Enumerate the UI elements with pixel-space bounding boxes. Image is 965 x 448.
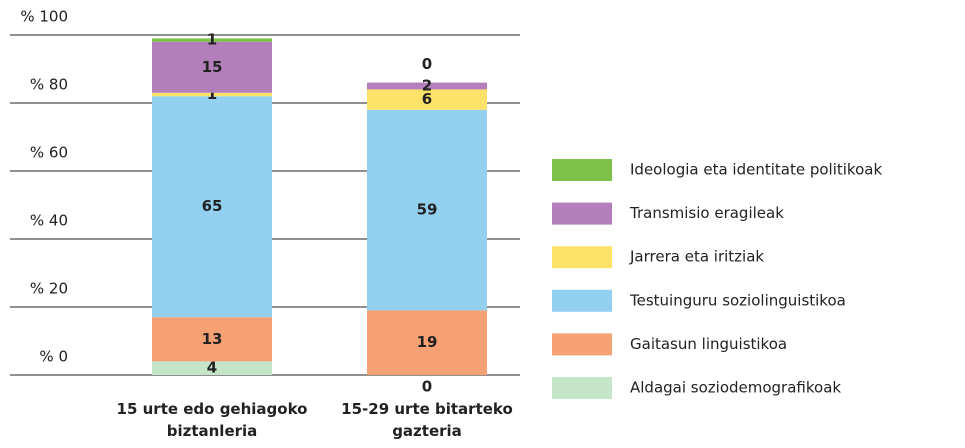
bar-segment	[152, 361, 272, 375]
bar-segment	[152, 96, 272, 318]
data-label: 2	[422, 77, 432, 95]
legend-swatch	[552, 159, 612, 181]
data-label: 1	[207, 31, 217, 49]
legend-label: Transmisio eragileak	[629, 204, 784, 222]
data-label: 1	[207, 85, 217, 103]
y-tick-label: % 80	[30, 76, 68, 94]
legend-label: Jarrera eta iritziak	[629, 248, 764, 266]
bar-segment	[367, 89, 487, 110]
legend-label: Gaitasun linguistikoa	[630, 335, 787, 353]
data-label: 0	[422, 378, 432, 396]
data-label: 6	[422, 90, 432, 108]
legend-swatch	[552, 202, 612, 225]
data-label: 4	[207, 359, 217, 377]
bar-segment	[367, 82, 487, 90]
legend-swatch	[552, 289, 612, 312]
y-tick-label: % 20	[30, 280, 68, 298]
bar-segment	[152, 38, 272, 42]
data-label: 0	[422, 55, 432, 73]
x-tick-label: 15 urte edo gehiagoko biztanleria	[116, 400, 308, 440]
data-label: 15	[202, 58, 223, 76]
bar-segment	[152, 317, 272, 362]
bar-segment	[367, 109, 487, 311]
legend-swatch	[552, 246, 612, 269]
legend-swatch	[552, 377, 612, 399]
y-tick-label: % 60	[30, 144, 68, 162]
y-tick-label: % 100	[20, 8, 68, 26]
data-label: 65	[202, 197, 223, 215]
data-label: 59	[417, 201, 438, 219]
legend-label: Aldagai soziodemografikoak	[630, 379, 841, 397]
y-tick-label: % 0	[39, 348, 68, 366]
legend-label: Testuinguru soziolinguistikoa	[629, 291, 846, 309]
data-label: 13	[202, 330, 223, 348]
legend-swatch	[552, 333, 612, 356]
bar-segment	[152, 92, 272, 97]
x-tick-label: 15-29 urte bitarteko gazteria	[341, 400, 513, 440]
bar-segment	[367, 310, 487, 375]
y-tick-label: % 40	[30, 212, 68, 230]
bar-segment	[152, 41, 272, 93]
data-label: 19	[417, 333, 438, 351]
legend-label: Ideologia eta identitate politikoak	[630, 161, 882, 179]
